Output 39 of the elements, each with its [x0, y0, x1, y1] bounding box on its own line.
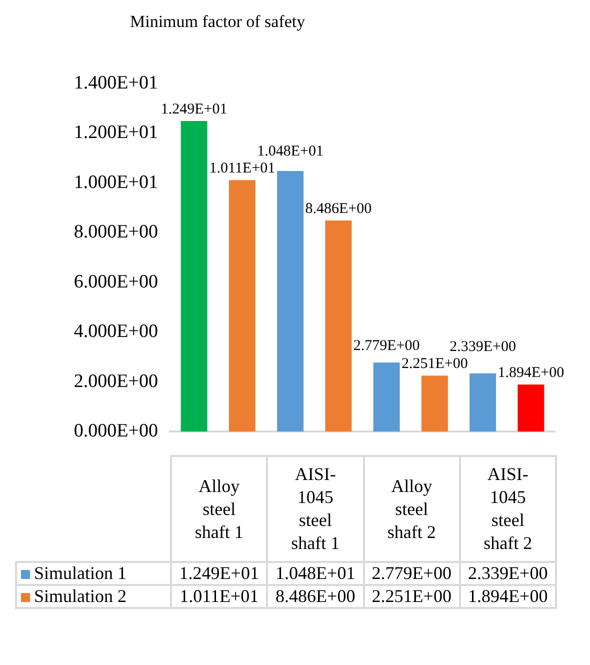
data-label: 2.339E+00	[460, 562, 556, 585]
x-tick-label: Alloy steel shaft 1	[171, 456, 268, 562]
bar	[180, 120, 208, 432]
y-tick-label: 2.000E+00	[74, 370, 158, 392]
text: 2.339E+00	[450, 339, 516, 356]
y-tick-label: 1.200E+01	[74, 122, 158, 144]
data-label: 2.779E+00	[364, 562, 460, 585]
y-tick-label: 0.000E+00	[74, 420, 158, 442]
x-tick-label: Alloy steel shaft 2	[364, 456, 460, 562]
legend-label: Simulation 1	[16, 562, 171, 585]
x-tick-label: AISI-1045 steel shaft 1	[267, 456, 364, 562]
y-tick-label: 4.000E+00	[74, 321, 158, 342]
data-label: 1.894E+00	[460, 585, 556, 608]
x-tick-label: AISI-1045 steel shaft 2	[460, 456, 556, 562]
y-tick-label: 8.000E+00	[74, 222, 158, 243]
legend-label: Simulation 2	[16, 585, 171, 608]
text: 1.048E+01	[257, 144, 324, 160]
y-tick-label: 1.000E+01	[74, 172, 158, 193]
bar	[373, 362, 400, 432]
data-label: 1.048E+01	[267, 562, 364, 585]
text: 2.251E+00	[402, 356, 468, 372]
data-label: 1.249E+01	[171, 562, 268, 585]
bar	[421, 376, 448, 432]
bar	[470, 373, 496, 432]
data-label: 8.486E+00	[267, 585, 364, 608]
y-tick-label: 1.400E+01	[74, 72, 158, 94]
data-label: 1.011E+01	[171, 585, 268, 608]
text: 1.894E+00	[498, 364, 564, 381]
text: 8.486E+00	[305, 200, 372, 217]
chart-title: Minimum factor of safety	[129, 11, 306, 33]
data-label: 2.251E+00	[364, 585, 460, 608]
bar	[325, 220, 352, 432]
text: 2.779E+00	[353, 338, 420, 354]
bar	[228, 180, 256, 432]
bar	[518, 384, 544, 432]
text: 1.249E+01	[160, 101, 228, 118]
text: 1.011E+01	[209, 160, 276, 177]
y-tick-label: 6.000E+00	[74, 271, 158, 292]
bar	[277, 170, 304, 432]
